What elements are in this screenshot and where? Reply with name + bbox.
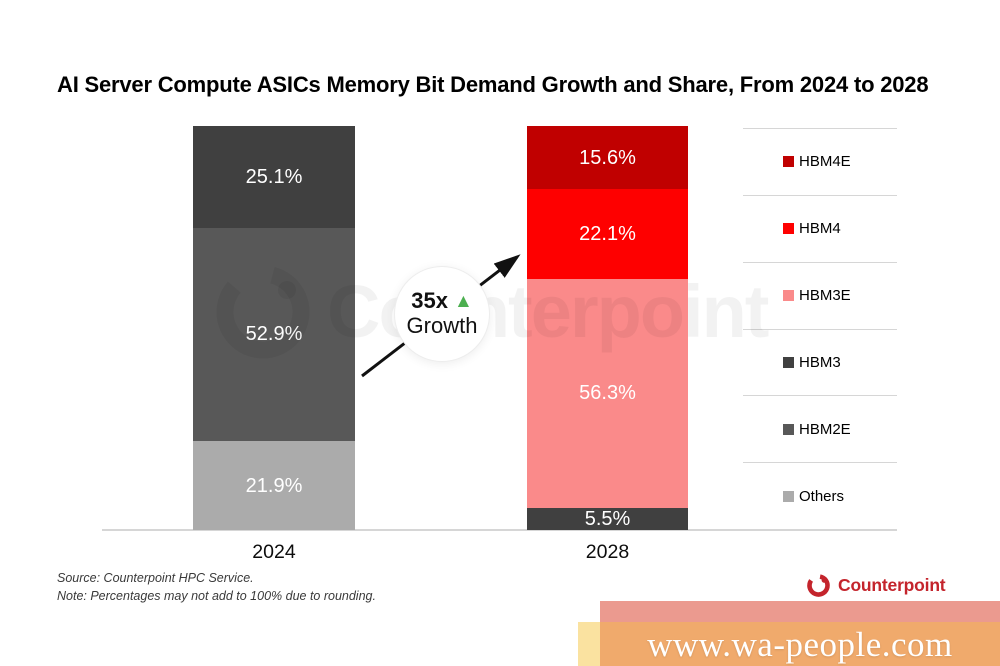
hbm4e-swatch-icon xyxy=(783,156,794,168)
bar-segment-hbm4-2028: 22.1% xyxy=(527,189,688,280)
banner-orange-strip: www.wa-people.com xyxy=(600,622,1000,666)
growth-label: Growth xyxy=(406,313,478,338)
legend-item-others: Others xyxy=(743,462,897,529)
growth-annotation-bubble: 35x ▲ Growth xyxy=(394,266,490,362)
legend-label: Others xyxy=(799,487,845,505)
segment-value-label: 56.3% xyxy=(579,382,636,405)
segment-value-label: 52.9% xyxy=(245,323,303,346)
legend-label: HBM3E xyxy=(799,287,851,305)
hbm2e-swatch-icon xyxy=(783,423,794,435)
legend-label: HBM4 xyxy=(799,220,841,238)
others-swatch-icon xyxy=(783,490,794,502)
banner-url-text: www.wa-people.com xyxy=(647,624,953,664)
hbm3e-swatch-icon xyxy=(783,290,794,302)
footer-notes: Source: Counterpoint HPC Service. Note: … xyxy=(57,570,376,605)
hbm4-swatch-icon xyxy=(783,223,794,235)
growth-multiplier: 35x xyxy=(411,288,448,313)
bar-segment-hbm3e-2028: 56.3% xyxy=(527,279,688,508)
bar-segment-hbm3-2024: 25.1% xyxy=(193,126,355,228)
rounding-note: Note: Percentages may not add to 100% du… xyxy=(57,588,376,603)
segment-value-label: 25.1% xyxy=(245,165,303,188)
segment-value-label: 21.9% xyxy=(245,474,303,497)
bar-2024: 25.1% 52.9% 21.9% xyxy=(193,126,355,530)
bar-segment-others-2024: 21.9% xyxy=(193,441,355,530)
banner-yellow-accent xyxy=(578,622,600,666)
counterpoint-logo-icon xyxy=(807,574,830,597)
banner-pink-strip xyxy=(600,601,1000,625)
segment-value-label: 15.6% xyxy=(579,146,636,169)
legend-item-hbm4: HBM4 xyxy=(743,194,897,262)
x-axis-line xyxy=(102,529,897,531)
legend: HBM4E HBM4 HBM3E HBM3 HBM2E Others xyxy=(743,128,897,530)
counterpoint-brand-name: Counterpoint xyxy=(838,575,946,595)
source-note: Source: Counterpoint HPC Service. xyxy=(57,571,254,585)
legend-item-hbm3e: HBM3E xyxy=(743,261,897,329)
bar-2028: 15.6% 22.1% 56.3% 5.5% xyxy=(527,126,688,530)
legend-item-hbm2e: HBM2E xyxy=(743,395,897,462)
bar-segment-hbm3-2028: 5.5% xyxy=(527,507,688,530)
x-tick-2028: 2028 xyxy=(585,541,630,563)
x-tick-2024: 2024 xyxy=(252,541,296,563)
legend-item-hbm4e: HBM4E xyxy=(743,128,897,195)
growth-triangle-icon: ▲ xyxy=(453,290,473,312)
segment-value-label: 5.5% xyxy=(584,507,631,530)
legend-label: HBM2E xyxy=(799,420,851,438)
counterpoint-brand: Counterpoint xyxy=(806,573,946,598)
growth-multiplier-row: 35x ▲ xyxy=(411,289,473,313)
bar-segment-hbm2e-2024: 52.9% xyxy=(193,227,355,442)
chart-title: AI Server Compute ASICs Memory Bit Deman… xyxy=(57,72,929,97)
legend-label: HBM3 xyxy=(799,353,841,371)
hbm3-swatch-icon xyxy=(783,356,794,368)
legend-label: HBM4E xyxy=(799,153,851,171)
legend-item-hbm3: HBM3 xyxy=(743,328,897,396)
segment-value-label: 22.1% xyxy=(579,223,636,246)
bar-segment-hbm4e-2028: 15.6% xyxy=(527,126,688,190)
